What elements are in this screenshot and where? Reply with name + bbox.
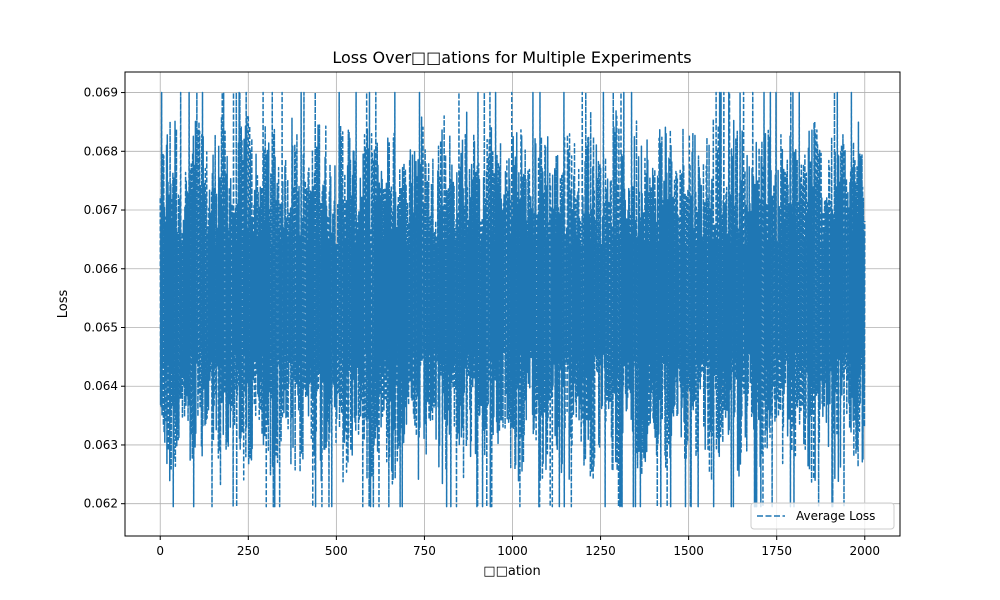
y-tick-label: 0.068 bbox=[84, 144, 118, 158]
x-tick-label: 250 bbox=[237, 544, 260, 558]
y-tick-label: 0.063 bbox=[84, 438, 118, 452]
y-tick-label: 0.067 bbox=[84, 203, 118, 217]
x-tick-label: 1750 bbox=[761, 544, 792, 558]
chart-title: Loss Over□□ations for Multiple Experimen… bbox=[332, 48, 691, 67]
legend-label-average-loss: Average Loss bbox=[796, 509, 875, 523]
series-line-average-loss bbox=[159, 91, 866, 508]
y-tick-label: 0.062 bbox=[84, 497, 118, 511]
x-axis-ticks: 0 250 500 750 1000 1250 1500 1750 2000 bbox=[156, 536, 880, 558]
x-tick-label: 1250 bbox=[585, 544, 616, 558]
y-tick-label: 0.069 bbox=[84, 86, 118, 100]
legend-box bbox=[750, 502, 895, 530]
y-tick-label: 0.064 bbox=[84, 379, 118, 393]
y-axis-label: Loss bbox=[56, 290, 71, 319]
legend: Average Loss bbox=[750, 502, 895, 530]
x-tick-label: 750 bbox=[413, 544, 436, 558]
x-tick-label: 0 bbox=[156, 544, 164, 558]
x-axis-label: □□ation bbox=[483, 564, 540, 579]
y-tick-label: 0.065 bbox=[84, 320, 118, 334]
x-tick-label: 500 bbox=[325, 544, 348, 558]
x-tick-label: 2000 bbox=[849, 544, 880, 558]
y-axis-ticks: 0.062 0.063 0.064 0.065 0.066 0.067 0.068 0.069 bbox=[84, 86, 125, 511]
x-tick-label: 1000 bbox=[497, 544, 528, 558]
x-tick-label: 1500 bbox=[673, 544, 704, 558]
y-tick-label: 0.066 bbox=[84, 262, 118, 276]
series-layer bbox=[159, 91, 866, 508]
